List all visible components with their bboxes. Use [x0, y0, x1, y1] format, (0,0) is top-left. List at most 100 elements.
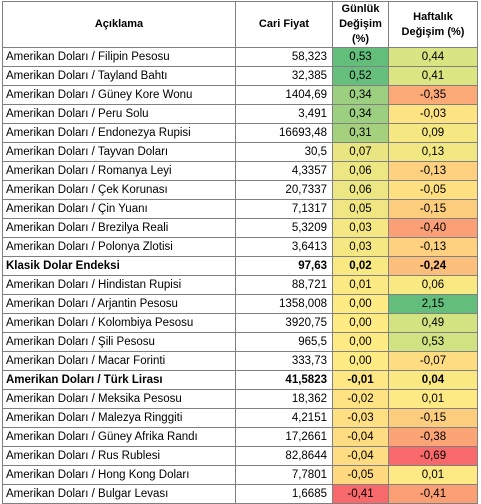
cell-description[interactable]: Amerikan Doları / Şili Pesosu [2, 332, 236, 352]
cell-weekly-change[interactable]: 0,01 [388, 465, 478, 485]
cell-daily-change[interactable]: -0,03 [332, 408, 389, 428]
table-row[interactable]: Amerikan Doları / Hong Kong Doları 7,7801… [2, 465, 478, 485]
cell-weekly-change[interactable]: -0,15 [388, 408, 478, 428]
table-row[interactable]: Amerikan Doları / Güney Afrika Randı 17,2… [2, 427, 478, 447]
cell-weekly-change[interactable]: 2,15 [388, 294, 478, 314]
table-row[interactable]: Amerikan Doları / Brezilya Reali 5,3209 0,… [2, 218, 478, 238]
cell-daily-change[interactable]: 0,00 [332, 332, 389, 352]
cell-weekly-change[interactable]: 0,01 [388, 389, 478, 409]
cell-daily-change[interactable]: 0,07 [332, 142, 389, 162]
table-row[interactable]: Amerikan Doları / Peru Solu 3,491 0,34 -0,0… [2, 104, 478, 124]
cell-weekly-change[interactable]: 0,09 [388, 123, 478, 143]
table-row[interactable]: Klasik Dolar Endeksi 97,63 0,02 -0,24 [2, 256, 478, 276]
cell-description[interactable]: Amerikan Doları / Güney Kore Wonu [2, 85, 236, 105]
cell-current-price[interactable]: 7,7801 [235, 465, 333, 485]
cell-daily-change[interactable]: 0,03 [332, 237, 389, 257]
cell-daily-change[interactable]: -0,41 [332, 484, 389, 504]
cell-current-price[interactable]: 32,385 [235, 66, 333, 86]
cell-description[interactable]: Amerikan Doları / Kolombiya Pesosu [2, 313, 236, 333]
table-row[interactable]: Amerikan Doları / Meksika Pesosu 18,362 -0… [2, 389, 478, 409]
table-row[interactable]: Amerikan Doları / Çin Yuanı 7,1317 0,05 -0,… [2, 199, 478, 219]
header-weekly-change[interactable]: Haftalık Değişim (%) [388, 1, 478, 48]
cell-description[interactable]: Amerikan Doları / Bulgar Levası [2, 484, 236, 504]
cell-daily-change[interactable]: 0,00 [332, 351, 389, 371]
cell-current-price[interactable]: 965,5 [235, 332, 333, 352]
cell-description[interactable]: Amerikan Doları / Meksika Pesosu [2, 389, 236, 409]
cell-current-price[interactable]: 20,7337 [235, 180, 333, 200]
cell-description[interactable]: Klasik Dolar Endeksi [2, 256, 236, 276]
cell-description[interactable]: Amerikan Doları / Peru Solu [2, 104, 236, 124]
cell-description[interactable]: Amerikan Doları / Malezya Ringgiti [2, 408, 236, 428]
header-daily-change[interactable]: Günlük Değişim (%) [332, 1, 389, 48]
cell-daily-change[interactable]: -0,04 [332, 427, 389, 447]
cell-description[interactable]: Amerikan Doları / Çin Yuanı [2, 199, 236, 219]
cell-description[interactable]: Amerikan Doları / Filipin Pesosu [2, 47, 236, 67]
cell-description[interactable]: Amerikan Doları / Çek Korunası [2, 180, 236, 200]
table-row[interactable]: Amerikan Doları / Türk Lirası 41,5823 -0,0… [2, 370, 478, 390]
cell-current-price[interactable]: 16693,48 [235, 123, 333, 143]
table-row[interactable]: Amerikan Doları / Malezya Ringgiti 4,2151… [2, 408, 478, 428]
cell-daily-change[interactable]: 0,34 [332, 104, 389, 124]
cell-weekly-change[interactable]: 0,53 [388, 332, 478, 352]
cell-description[interactable]: Amerikan Doları / Hindistan Rupisi [2, 275, 236, 295]
cell-current-price[interactable]: 7,1317 [235, 199, 333, 219]
table-row[interactable]: Amerikan Doları / Güney Kore Wonu 1404,69… [2, 85, 478, 105]
cell-weekly-change[interactable]: -0,38 [388, 427, 478, 447]
table-row[interactable]: Amerikan Doları / Kolombiya Pesosu 3920,7… [2, 313, 478, 333]
cell-weekly-change[interactable]: 0,06 [388, 275, 478, 295]
table-row[interactable]: Amerikan Doları / Tayvan Doları 30,5 0,07 0… [2, 142, 478, 162]
cell-description[interactable]: Amerikan Doları / Arjantin Pesosu [2, 294, 236, 314]
cell-daily-change[interactable]: -0,01 [332, 370, 389, 390]
cell-current-price[interactable]: 5,3209 [235, 218, 333, 238]
cell-description[interactable]: Amerikan Doları / Endonezya Rupisi [2, 123, 236, 143]
table-row[interactable]: Amerikan Doları / Polonya Zlotisi 3,6413 0… [2, 237, 478, 257]
cell-description[interactable]: Amerikan Doları / Hong Kong Doları [2, 465, 236, 485]
cell-weekly-change[interactable]: -0,69 [388, 446, 478, 466]
cell-current-price[interactable]: 3,6413 [235, 237, 333, 257]
cell-weekly-change[interactable]: -0,03 [388, 104, 478, 124]
cell-description[interactable]: Amerikan Doları / Brezilya Reali [2, 218, 236, 238]
cell-weekly-change[interactable]: -0,13 [388, 161, 478, 181]
cell-description[interactable]: Amerikan Doları / Polonya Zlotisi [2, 237, 236, 257]
cell-daily-change[interactable]: 0,00 [332, 294, 389, 314]
cell-weekly-change[interactable]: 0,49 [388, 313, 478, 333]
cell-description[interactable]: Amerikan Doları / Macar Forinti [2, 351, 236, 371]
cell-description[interactable]: Amerikan Doları / Romanya Leyi [2, 161, 236, 181]
table-row[interactable]: Amerikan Doları / Tayland Bahtı 32,385 0,5… [2, 66, 478, 86]
cell-weekly-change[interactable]: -0,24 [388, 256, 478, 276]
cell-daily-change[interactable]: 0,06 [332, 180, 389, 200]
cell-daily-change[interactable]: 0,06 [332, 161, 389, 181]
cell-weekly-change[interactable]: -0,13 [388, 237, 478, 257]
cell-daily-change[interactable]: 0,53 [332, 47, 389, 67]
cell-description[interactable]: Amerikan Doları / Tayland Bahtı [2, 66, 236, 86]
cell-daily-change[interactable]: 0,02 [332, 256, 389, 276]
cell-current-price[interactable]: 97,63 [235, 256, 333, 276]
cell-daily-change[interactable]: -0,02 [332, 389, 389, 409]
cell-weekly-change[interactable]: -0,41 [388, 484, 478, 504]
table-row[interactable]: Amerikan Doları / Arjantin Pesosu 1358,00… [2, 294, 478, 314]
table-row[interactable]: Amerikan Doları / Hindistan Rupisi 88,721… [2, 275, 478, 295]
cell-current-price[interactable]: 4,2151 [235, 408, 333, 428]
cell-weekly-change[interactable]: 0,41 [388, 66, 478, 86]
header-description[interactable]: Açıklama [2, 1, 236, 48]
table-row[interactable]: Amerikan Doları / Macar Forinti 333,73 0,0… [2, 351, 478, 371]
cell-description[interactable]: Amerikan Doları / Rus Rublesi [2, 446, 236, 466]
cell-daily-change[interactable]: -0,04 [332, 446, 389, 466]
cell-weekly-change[interactable]: -0,07 [388, 351, 478, 371]
cell-daily-change[interactable]: 0,01 [332, 275, 389, 295]
cell-current-price[interactable]: 3,491 [235, 104, 333, 124]
cell-current-price[interactable]: 18,362 [235, 389, 333, 409]
cell-current-price[interactable]: 17,2661 [235, 427, 333, 447]
cell-daily-change[interactable]: 0,05 [332, 199, 389, 219]
table-row[interactable]: Amerikan Doları / Çek Korunası 20,7337 0,0… [2, 180, 478, 200]
cell-weekly-change[interactable]: 0,04 [388, 370, 478, 390]
cell-current-price[interactable]: 1,6685 [235, 484, 333, 504]
table-row[interactable]: Amerikan Doları / Endonezya Rupisi 16693,… [2, 123, 478, 143]
table-row[interactable]: Amerikan Doları / Romanya Leyi 4,3357 0,06… [2, 161, 478, 181]
cell-daily-change[interactable]: 0,52 [332, 66, 389, 86]
table-row[interactable]: Amerikan Doları / Şili Pesosu 965,5 0,00 0,… [2, 332, 478, 352]
table-row[interactable]: Amerikan Doları / Rus Rublesi 82,8644 -0,0… [2, 446, 478, 466]
cell-description[interactable]: Amerikan Doları / Güney Afrika Randı [2, 427, 236, 447]
cell-description[interactable]: Amerikan Doları / Türk Lirası [2, 370, 236, 390]
cell-description[interactable]: Amerikan Doları / Tayvan Doları [2, 142, 236, 162]
